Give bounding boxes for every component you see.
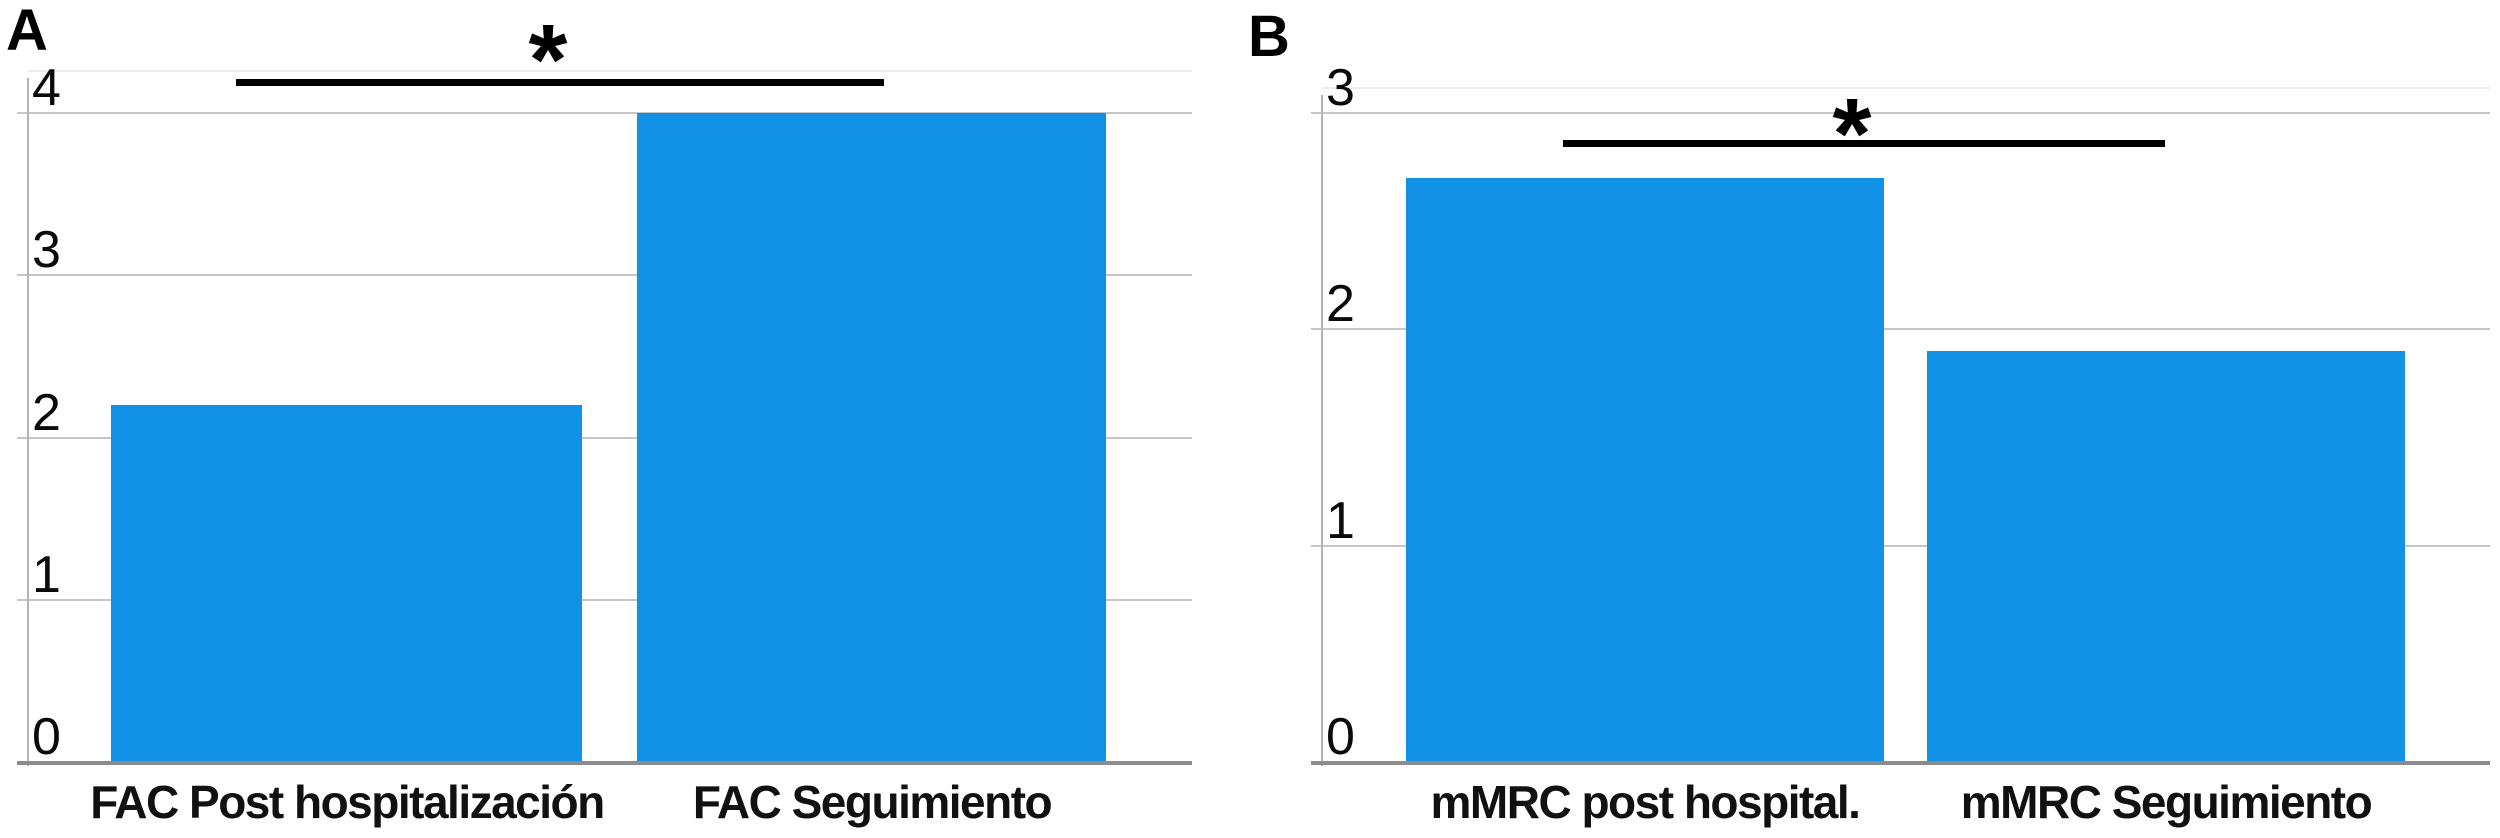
significance-line (1563, 140, 2165, 147)
y-axis-line (27, 78, 29, 766)
y-gridline (17, 437, 1192, 439)
y-gridline (1311, 328, 2490, 330)
data-bar (111, 405, 582, 765)
significance-asterisk: * (1832, 78, 1872, 190)
y-gridline (1311, 112, 2490, 114)
y-tick-label: 3 (1326, 59, 1355, 117)
y-gridline (1311, 545, 2490, 547)
y-gridline (17, 599, 1192, 601)
y-axis-line (1321, 95, 1323, 766)
significance-line (236, 79, 884, 86)
x-category-label: mMRC Seguimiento (1960, 776, 2373, 828)
x-category-label: FAC Post hospitalización (90, 776, 605, 828)
x-axis-line (17, 761, 1192, 765)
y-tick-label: 0 (1326, 708, 1355, 766)
y-tick-label: 0 (32, 708, 61, 766)
data-bar (1927, 351, 2405, 765)
y-tick-label: 1 (1326, 492, 1355, 550)
data-bar (637, 113, 1106, 765)
significance-asterisk: * (528, 4, 568, 116)
y-tick-label: 1 (32, 546, 61, 604)
plot-area-top-border (1322, 87, 2490, 89)
x-category-label: mMRC post hospital. (1430, 776, 1861, 828)
data-bar (1406, 178, 1884, 765)
plot-area-top-border (28, 70, 1192, 72)
y-gridline (17, 112, 1192, 114)
y-gridline (17, 274, 1192, 276)
panel-letter-b: B (1248, 4, 1290, 69)
x-category-label: FAC Seguimiento (692, 776, 1053, 828)
panel-letter-a: A (6, 0, 48, 63)
y-tick-label: 3 (32, 221, 61, 279)
y-tick-label: 2 (32, 384, 61, 442)
x-axis-line (1311, 761, 2490, 765)
y-tick-label: 2 (1326, 275, 1355, 333)
y-tick-label: 4 (32, 59, 61, 117)
